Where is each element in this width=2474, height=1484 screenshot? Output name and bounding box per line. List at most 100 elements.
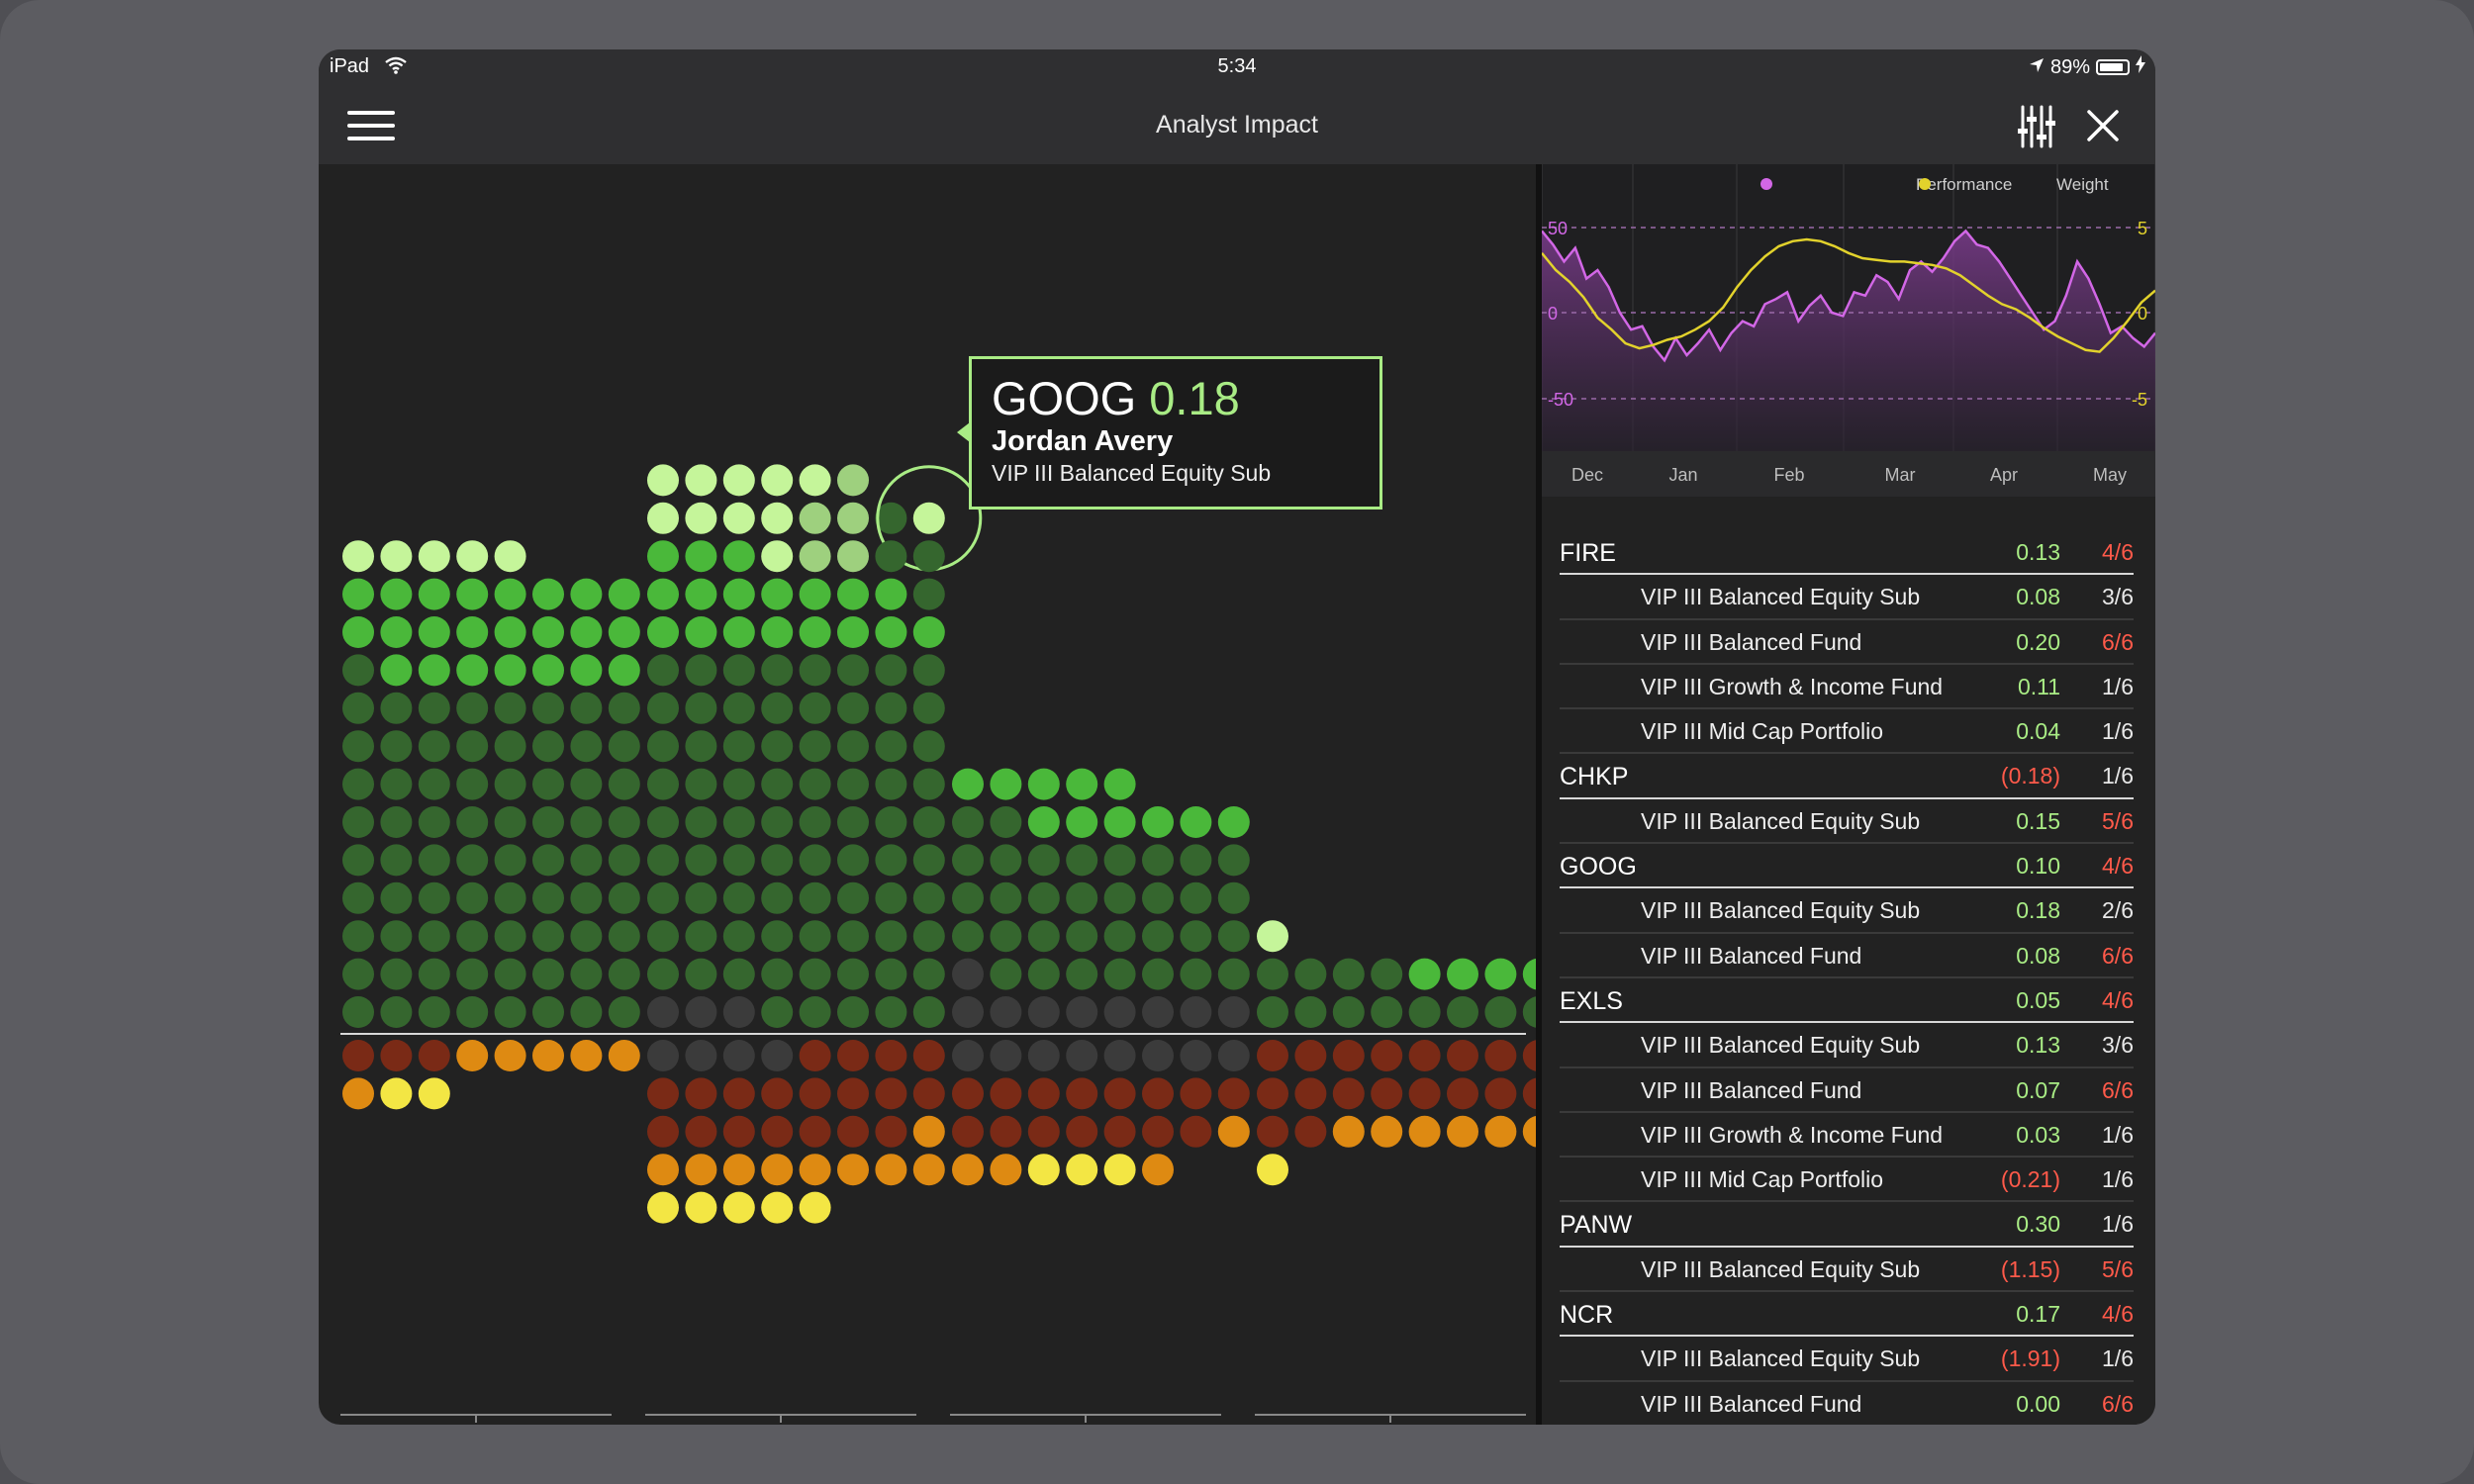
analyst-dot[interactable] xyxy=(1484,1077,1517,1110)
analyst-dot[interactable] xyxy=(532,996,564,1028)
analyst-dot[interactable] xyxy=(608,616,640,648)
analyst-dot[interactable] xyxy=(722,1115,755,1148)
analyst-dot[interactable] xyxy=(1257,1154,1288,1186)
fund-row[interactable]: VIP III Balanced Equity Sub (1.91) 1/6 xyxy=(1560,1337,2134,1382)
analyst-dot[interactable] xyxy=(837,958,869,990)
analyst-dot[interactable] xyxy=(1332,1115,1365,1148)
analyst-dot[interactable] xyxy=(685,654,717,687)
analyst-dot[interactable] xyxy=(1103,806,1136,838)
analyst-dot[interactable] xyxy=(380,920,413,953)
analyst-dot[interactable] xyxy=(1066,1154,1098,1186)
analyst-dot[interactable] xyxy=(532,616,564,648)
analyst-dot[interactable] xyxy=(1180,920,1212,953)
fund-row[interactable]: VIP III Balanced Equity Sub 0.15 5/6 xyxy=(1560,799,2134,845)
analyst-dot[interactable] xyxy=(722,958,755,990)
analyst-dot[interactable] xyxy=(532,958,564,990)
analyst-dot[interactable] xyxy=(875,578,907,610)
analyst-dot[interactable] xyxy=(722,768,755,800)
analyst-dot[interactable] xyxy=(608,806,640,838)
ticker-row[interactable]: CHKP (0.18) 1/6 xyxy=(1560,754,2134,799)
analyst-dot[interactable] xyxy=(418,616,450,648)
analyst-dot[interactable] xyxy=(722,578,755,610)
analyst-dot[interactable] xyxy=(647,1191,679,1224)
analyst-dot[interactable] xyxy=(1371,1040,1403,1071)
analyst-dot[interactable] xyxy=(1332,1040,1365,1071)
analyst-dot[interactable] xyxy=(799,881,831,914)
analyst-dot[interactable] xyxy=(1066,844,1098,877)
analyst-dot[interactable] xyxy=(799,692,831,724)
analyst-dot[interactable] xyxy=(1257,1115,1288,1148)
analyst-dot[interactable] xyxy=(494,578,526,610)
analyst-dot[interactable] xyxy=(952,806,984,838)
analyst-dot[interactable] xyxy=(342,730,374,763)
analyst-dot[interactable] xyxy=(342,958,374,990)
analyst-dot[interactable] xyxy=(952,920,984,953)
analyst-dot[interactable] xyxy=(1447,1115,1478,1148)
analyst-dot[interactable] xyxy=(799,1115,831,1148)
analyst-dot[interactable] xyxy=(1408,1040,1441,1071)
analyst-dot[interactable] xyxy=(1522,1077,1536,1110)
analyst-dot[interactable] xyxy=(456,616,489,648)
analyst-dot[interactable] xyxy=(1484,958,1517,990)
analyst-dot[interactable] xyxy=(912,768,945,800)
analyst-dot[interactable] xyxy=(494,958,526,990)
analyst-dot[interactable] xyxy=(342,1040,374,1071)
analyst-dot[interactable] xyxy=(990,958,1022,990)
analyst-dot[interactable] xyxy=(799,730,831,763)
analyst-dot[interactable] xyxy=(380,692,413,724)
analyst-dot[interactable] xyxy=(1142,1040,1174,1071)
analyst-dot[interactable] xyxy=(1103,1115,1136,1148)
analyst-dot[interactable] xyxy=(608,844,640,877)
analyst-dot[interactable] xyxy=(608,692,640,724)
analyst-dot[interactable] xyxy=(875,844,907,877)
analyst-dot[interactable] xyxy=(1522,1116,1536,1148)
analyst-dot[interactable] xyxy=(380,1040,413,1071)
analyst-dot[interactable] xyxy=(761,844,794,877)
analyst-dot[interactable] xyxy=(912,578,945,610)
analyst-dot[interactable] xyxy=(1103,768,1136,800)
analyst-dot[interactable] xyxy=(608,730,640,763)
analyst-dot[interactable] xyxy=(418,692,450,724)
analyst-dot[interactable] xyxy=(1066,768,1098,800)
analyst-dot[interactable] xyxy=(342,768,374,800)
analyst-dot[interactable] xyxy=(761,881,794,914)
analyst-dot[interactable] xyxy=(685,1077,717,1110)
analyst-dot[interactable] xyxy=(837,692,869,724)
analyst-dot[interactable] xyxy=(990,1077,1022,1110)
analyst-dot[interactable] xyxy=(418,730,450,763)
analyst-dot[interactable] xyxy=(912,920,945,953)
analyst-dot[interactable] xyxy=(647,1040,679,1071)
analyst-dot[interactable] xyxy=(494,1040,526,1071)
analyst-dot[interactable] xyxy=(1408,996,1441,1028)
analyst-dot[interactable] xyxy=(837,920,869,953)
analyst-dot[interactable] xyxy=(875,616,907,648)
analyst-dot[interactable] xyxy=(342,806,374,838)
analyst-dot[interactable] xyxy=(685,730,717,763)
analyst-dot[interactable] xyxy=(1447,1040,1478,1071)
analyst-dot[interactable] xyxy=(875,920,907,953)
analyst-dot[interactable] xyxy=(608,578,640,610)
analyst-dot[interactable] xyxy=(380,616,413,648)
analyst-dot[interactable] xyxy=(570,1040,603,1071)
analyst-dot[interactable] xyxy=(418,806,450,838)
analyst-dot[interactable] xyxy=(837,881,869,914)
analyst-dot[interactable] xyxy=(380,540,413,573)
analyst-dot[interactable] xyxy=(1142,806,1174,838)
analyst-dot[interactable] xyxy=(837,996,869,1028)
analyst-dot[interactable] xyxy=(456,768,489,800)
fund-row[interactable]: VIP III Growth & Income Fund 0.03 1/6 xyxy=(1560,1113,2134,1159)
analyst-dot[interactable] xyxy=(456,844,489,877)
analyst-dot[interactable] xyxy=(837,1077,869,1110)
analyst-dot[interactable] xyxy=(647,768,679,800)
ticker-row[interactable]: PANW 0.30 1/6 xyxy=(1560,1202,2134,1248)
fund-row[interactable]: VIP III Mid Cap Portfolio (0.21) 1/6 xyxy=(1560,1158,2134,1203)
analyst-dot[interactable] xyxy=(1447,958,1478,990)
analyst-dot[interactable] xyxy=(685,1115,717,1148)
analyst-dot[interactable] xyxy=(799,540,831,573)
analyst-dot[interactable] xyxy=(1066,806,1098,838)
analyst-dot[interactable] xyxy=(570,730,603,763)
analyst-dot[interactable] xyxy=(1371,1115,1403,1148)
analyst-dot[interactable] xyxy=(608,996,640,1028)
analyst-dot[interactable] xyxy=(912,806,945,838)
analyst-dot[interactable] xyxy=(1484,1115,1517,1148)
